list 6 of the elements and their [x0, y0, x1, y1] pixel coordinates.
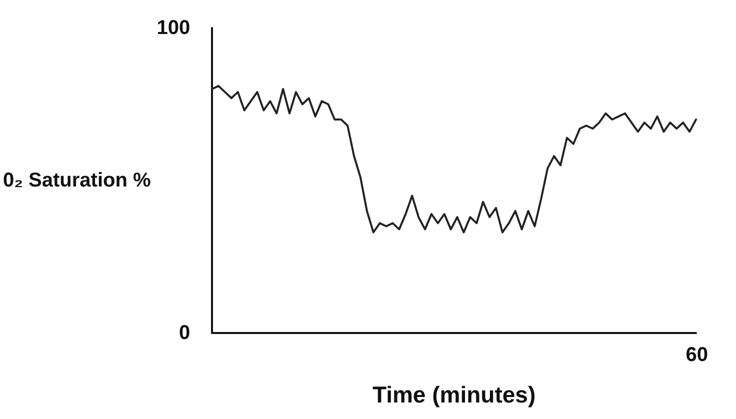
y-tick-label: 100 [156, 17, 190, 39]
x-axis-title: Time (minutes) [372, 382, 536, 408]
text: 60 [686, 344, 708, 366]
y-axis-title: 0₂ Saturation % [2, 170, 152, 192]
line-series [211, 84, 697, 234]
y-tick-label: 0 [178, 322, 190, 344]
